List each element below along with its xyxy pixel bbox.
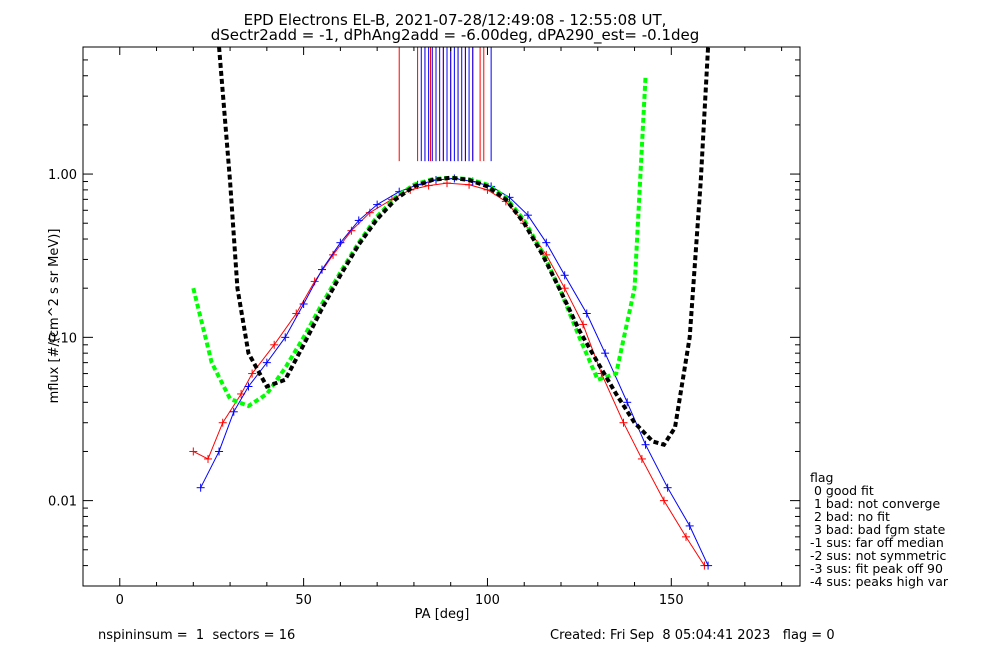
data-point (373, 200, 382, 209)
series-line (217, 47, 711, 448)
series-line (200, 177, 709, 566)
legend-entry: 1 bad: not converge (810, 496, 940, 511)
series-group (189, 47, 713, 570)
y-axis-label: mflux [#/(cm^2 s sr MeV)] (47, 229, 62, 404)
data-point (582, 309, 591, 318)
footer-left: nspininsum = 1 sectors = 16 (98, 628, 295, 643)
legend-entry: 0 good fit (810, 483, 874, 498)
data-point (318, 265, 326, 274)
x-axis: 0 50 100 150 (116, 47, 783, 608)
data-point (659, 496, 668, 505)
data-point (229, 407, 238, 416)
data-point (579, 320, 588, 329)
data-point (354, 216, 363, 225)
x-tick-label: 100 (475, 593, 500, 608)
y-axis: 0.01 0.10 1.00 (48, 46, 800, 587)
data-point (623, 398, 632, 407)
legend-entry: -3 sus: fit peak off 90 (810, 561, 943, 576)
data-point (637, 454, 646, 463)
data-point (641, 440, 650, 449)
data-point (189, 447, 198, 456)
data-point (560, 271, 569, 280)
x-tick-label: 150 (659, 593, 684, 608)
data-point (619, 418, 628, 427)
data-point (685, 521, 694, 530)
chart-title-line-2: dSectr2add = -1, dPhAng2add = -6.00deg, … (211, 26, 700, 45)
data-point (270, 340, 279, 349)
plot-frame (82, 46, 801, 587)
data-point (196, 483, 205, 492)
data-point (704, 561, 713, 570)
series-line (191, 75, 648, 409)
y-tick-label: 0.01 (48, 495, 77, 510)
legend-entry: -2 sus: not symmetric (810, 548, 946, 563)
data-point (329, 250, 338, 259)
data-point (281, 333, 290, 342)
chart-title-line-1: EPD Electrons EL-B, 2021-07-28/12:49:08 … (244, 11, 667, 29)
legend-title: flag (810, 470, 833, 485)
data-point (424, 181, 433, 190)
vertical-lines (398, 47, 492, 162)
data-point (292, 309, 301, 318)
data-point (248, 369, 257, 378)
data-point (218, 418, 227, 427)
series-line (193, 182, 705, 566)
data-point (204, 454, 213, 463)
data-point (560, 284, 569, 293)
data-point (682, 532, 691, 541)
footer-right: Created: Fri Sep 8 05:04:41 2023 flag = … (550, 628, 835, 643)
legend-entry: -1 sus: far off median (810, 535, 944, 550)
y-tick-label: 0.10 (48, 331, 77, 346)
data-point (542, 238, 551, 247)
legend-entry: 2 bad: no fit (810, 509, 890, 524)
legend: flag 0 good fit 1 bad: not converge 2 ba… (810, 470, 949, 589)
x-axis-label: PA [deg] (415, 607, 470, 622)
data-point (336, 238, 345, 247)
data-point (262, 358, 271, 367)
data-point (663, 483, 672, 492)
data-point (443, 179, 452, 188)
data-point (523, 211, 532, 220)
x-tick-label: 50 (295, 593, 312, 608)
data-point (347, 226, 356, 235)
data-point (244, 382, 253, 391)
legend-entry: 3 bad: bad fgm state (810, 522, 946, 537)
data-point (299, 300, 308, 309)
legend-entry: -4 sus: peaks high var (810, 574, 949, 589)
x-tick-label: 0 (116, 593, 124, 608)
data-point (601, 349, 610, 358)
data-point (215, 447, 224, 456)
y-tick-label: 1.00 (48, 168, 77, 183)
